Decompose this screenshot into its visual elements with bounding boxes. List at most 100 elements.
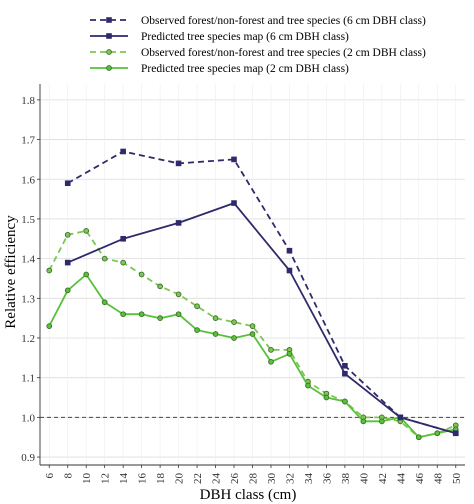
data-point [231,200,237,206]
x-tick-label: 20 [174,473,186,485]
x-tick-label: 6 [44,473,56,479]
x-tick-label: 36 [321,473,333,485]
x-tick-label: 10 [81,473,93,485]
x-tick-label: 50 [451,473,463,485]
y-tick-label: 1.8 [21,95,35,107]
data-point [157,283,163,290]
legend: Observed forest/non-forest and tree spec… [90,15,426,75]
data-point [305,382,311,389]
data-point [249,331,256,337]
x-tick-label: 44 [395,473,407,485]
data-point [212,315,219,322]
y-tick-label: 1.6 [21,174,35,186]
series-line [48,229,457,439]
data-point [101,299,108,306]
y-tick-label: 1.1 [21,373,35,385]
series-layer [46,148,459,441]
y-tick-label: 1.2 [21,333,35,345]
y-tick-label: 1.0 [21,412,35,424]
data-point [268,358,274,365]
data-point [83,271,90,278]
x-tick-label: 48 [432,473,444,485]
x-tick-label: 22 [192,473,204,484]
data-point [175,220,182,226]
legend-key-marker [106,17,112,23]
data-point [286,267,293,274]
data-point [360,418,367,425]
data-point [83,227,90,234]
x-tick-label: 24 [211,473,223,485]
data-point [342,398,348,405]
data-point [120,259,127,266]
legend-item-4: Predicted tree species map (2 cm DBH cla… [90,63,349,75]
legend-key-marker [106,65,112,71]
series-line [67,202,457,435]
y-axis-title: Relative efficiency [3,215,19,329]
x-tick-label: 8 [63,473,75,479]
x-tick-label: 16 [137,473,149,485]
data-point [452,430,459,437]
y-tick-label: 1.4 [21,254,35,266]
data-point [175,160,182,167]
data-point [286,247,293,254]
data-point [342,362,348,369]
data-point [157,315,163,322]
y-tick-label: 1.7 [21,135,35,147]
legend-key-marker [106,49,112,55]
data-point [64,231,71,238]
data-point [194,303,200,310]
data-point [194,327,200,333]
data-point [268,347,274,353]
grid-lines [40,84,465,465]
x-tick-label: 34 [303,473,315,485]
data-point [120,311,127,318]
legend-label: Observed forest/non-forest and tree spec… [141,47,426,59]
data-point [120,235,126,242]
x-tick-label: 32 [284,473,296,484]
x-axis-title: DBH class (cm) [200,487,297,503]
data-point [175,291,182,298]
series-2 [64,200,459,437]
legend-item-3: Observed forest/non-forest and tree spec… [90,47,426,59]
data-point [212,331,219,337]
data-point [64,287,71,294]
series-4 [46,271,459,441]
data-point [323,394,330,401]
data-point [231,156,237,163]
x-tick-label: 46 [414,473,426,485]
data-point [434,430,441,437]
series-1 [64,148,459,437]
x-tick-label: 42 [377,473,389,484]
data-point [64,259,71,266]
data-point [138,311,145,318]
data-point [415,434,422,441]
data-point [378,418,385,425]
data-point [286,351,293,357]
axes: 0.9 1.0 1.1 1.2 1.3 1.4 1.5 1.6 1.7 1.8 6 8 10 12 14 16… [21,84,465,484]
data-point [175,311,182,318]
legend-key-marker [106,33,112,39]
y-tick-label: 0.9 [21,452,35,464]
data-point [231,319,237,325]
data-point [138,271,145,278]
x-tick-label: 30 [266,473,278,485]
data-point [46,323,53,329]
legend-label: Observed forest/non-forest and tree spec… [141,15,426,27]
data-point [64,180,71,187]
data-point [46,267,53,274]
data-point [342,370,348,377]
series-line [67,150,457,435]
data-point [101,255,108,262]
x-tick-label: 26 [229,473,241,485]
legend-item-2: Predicted tree species map (6 cm DBH cla… [90,31,349,43]
legend-item-1: Observed forest/non-forest and tree spec… [90,15,426,27]
y-tick-label: 1.3 [21,293,35,305]
x-tick-label: 38 [340,473,352,485]
data-point [249,323,256,329]
x-tick-label: 40 [358,473,370,485]
legend-label: Predicted tree species map (2 cm DBH cla… [141,63,349,75]
legend-label: Predicted tree species map (6 cm DBH cla… [141,31,349,43]
x-tick-label: 18 [155,473,167,485]
x-tick-label: 14 [118,473,130,485]
